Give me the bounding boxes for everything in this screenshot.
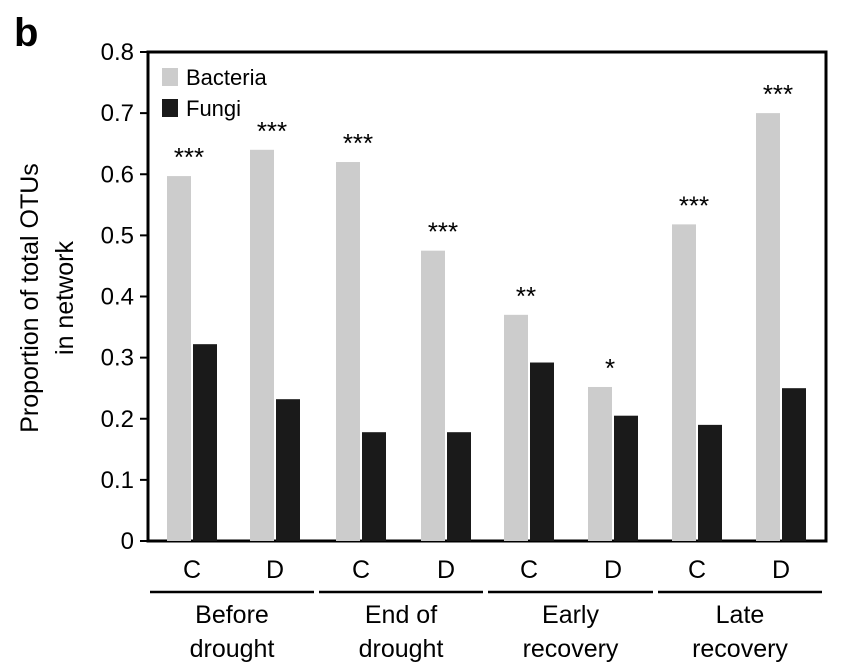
bar-fungi xyxy=(530,362,554,541)
bar-bacteria xyxy=(756,113,780,541)
group-label-line1: Early xyxy=(542,601,599,629)
bar-fungi xyxy=(614,415,638,541)
significance-label: *** xyxy=(174,142,204,172)
plot-area: 00.10.20.30.40.50.60.70.8***C***D***C***… xyxy=(101,39,828,663)
bar-fungi xyxy=(193,344,217,541)
bar-fungi xyxy=(362,432,386,541)
y-tick-label: 0.8 xyxy=(101,39,134,66)
y-tick-label: 0 xyxy=(121,528,134,555)
legend-label: Bacteria xyxy=(186,65,267,90)
significance-label: *** xyxy=(679,190,709,220)
y-tick-label: 0.1 xyxy=(101,467,134,494)
legend-swatch xyxy=(162,68,178,86)
bar-fungi xyxy=(698,424,722,541)
significance-label: *** xyxy=(428,217,458,247)
significance-label: *** xyxy=(257,116,287,146)
panel-letter: b xyxy=(14,11,38,55)
y-tick-label: 0.5 xyxy=(101,222,134,249)
significance-label: *** xyxy=(343,128,373,158)
group-label-line1: End of xyxy=(365,601,437,629)
y-tick-label: 0.3 xyxy=(101,345,134,372)
bar-fungi xyxy=(447,432,471,541)
condition-label: C xyxy=(183,556,201,584)
group-label-line2: recovery xyxy=(523,635,619,663)
group-label-line1: Late xyxy=(716,601,765,629)
group-label-line2: recovery xyxy=(692,635,788,663)
bar-fungi xyxy=(782,388,806,541)
condition-label: D xyxy=(266,556,284,584)
y-tick-label: 0.6 xyxy=(101,161,134,188)
bar-bacteria xyxy=(588,386,612,541)
bar-fungi xyxy=(276,399,300,541)
condition-label: C xyxy=(520,556,538,584)
y-tick-label: 0.4 xyxy=(101,284,134,311)
bar-bacteria xyxy=(504,314,528,541)
condition-label: C xyxy=(688,556,706,584)
bar-bacteria xyxy=(336,162,360,541)
bar-bacteria xyxy=(672,224,696,541)
condition-label: D xyxy=(437,556,455,584)
bar-bacteria xyxy=(421,250,445,541)
y-axis-label-line2: in network xyxy=(51,241,79,355)
bar-bacteria xyxy=(250,149,274,542)
y-tick-label: 0.7 xyxy=(101,100,134,127)
significance-label: ** xyxy=(516,281,536,311)
significance-label: *** xyxy=(763,79,793,109)
condition-label: D xyxy=(772,556,790,584)
plot-frame xyxy=(146,50,828,543)
y-tick-label: 0.2 xyxy=(101,406,134,433)
condition-label: D xyxy=(604,556,622,584)
group-label-line1: Before xyxy=(195,601,269,629)
group-label-line2: drought xyxy=(190,635,275,663)
legend-swatch xyxy=(162,99,178,117)
condition-label: C xyxy=(352,556,370,584)
y-axis-label-line1: Proportion of total OTUs xyxy=(16,163,44,433)
legend-label: Fungi xyxy=(186,96,241,121)
significance-label: * xyxy=(605,353,615,383)
group-label-line2: drought xyxy=(359,635,444,663)
bar-bacteria xyxy=(167,176,191,542)
